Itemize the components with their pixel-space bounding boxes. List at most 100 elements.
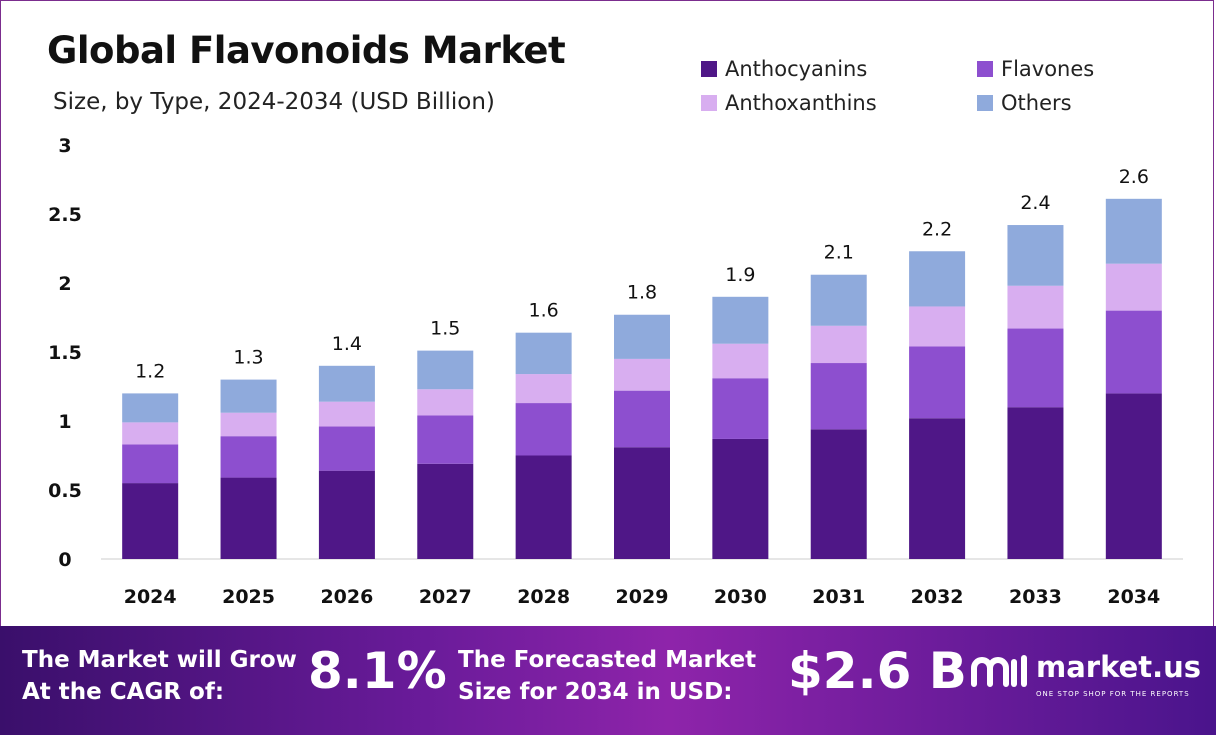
x-tick-label: 2033 xyxy=(1009,586,1062,608)
bar-segment-anthocyanins xyxy=(220,477,277,559)
x-tick-label: 2028 xyxy=(517,586,570,608)
bar-segment-others xyxy=(614,314,670,359)
x-tick-label: 2031 xyxy=(812,586,865,608)
bar-segment-anthocyanins xyxy=(318,470,375,559)
bar-segment-others xyxy=(1105,198,1162,264)
forecast-value: $2.6 B xyxy=(788,642,967,700)
cagr-value: 8.1% xyxy=(308,642,447,700)
chart-legend: Anthocyanins Flavones Anthoxanthins Othe… xyxy=(701,57,1161,123)
cagr-label-line1: The Market will Grow xyxy=(22,647,297,673)
legend-item-anthocyanins: Anthocyanins xyxy=(701,57,867,81)
x-tick-label: 2032 xyxy=(911,586,964,608)
forecast-label: The Forecasted Market Size for 2034 in U… xyxy=(458,644,756,708)
x-tick-label: 2034 xyxy=(1107,586,1160,608)
bar-segment-anthocyanins xyxy=(417,463,474,559)
bar-segment-others xyxy=(417,350,474,390)
bar-segment-anthoxanthins xyxy=(909,306,966,347)
bar-total-label: 1.6 xyxy=(529,300,559,322)
bar-segment-others xyxy=(909,251,966,307)
legend-item-anthoxanthins: Anthoxanthins xyxy=(701,91,877,115)
bar-segment-others xyxy=(712,296,769,344)
legend-label-flavones: Flavones xyxy=(1001,57,1095,81)
bar-segment-anthocyanins xyxy=(515,455,572,559)
bar-total-label: 1.4 xyxy=(332,333,362,355)
bar-segment-flavones xyxy=(1007,328,1064,408)
x-tick-label: 2024 xyxy=(124,586,177,608)
bar-segment-anthoxanthins xyxy=(810,325,867,364)
brand-tagline: ONE STOP SHOP FOR THE REPORTS xyxy=(1036,690,1190,698)
x-tick-label: 2026 xyxy=(320,586,373,608)
summary-banner: The Market will Grow At the CAGR of: 8.1… xyxy=(0,626,1216,735)
x-tick-label: 2027 xyxy=(419,586,472,608)
bar-segment-flavones xyxy=(909,346,966,419)
bar-segment-anthocyanins xyxy=(909,418,966,559)
bar-segment-anthoxanthins xyxy=(318,401,375,427)
legend-swatch-anthoxanthins xyxy=(701,95,717,111)
bar-total-label: 1.9 xyxy=(725,264,755,286)
bar-segment-flavones xyxy=(122,444,179,484)
market-us-logo-icon xyxy=(971,655,1027,687)
bar-total-label: 1.3 xyxy=(233,347,263,369)
y-tick-label: 1.5 xyxy=(48,342,82,364)
bar-segment-others xyxy=(515,332,572,375)
x-tick-label: 2025 xyxy=(222,586,275,608)
brand-logo: market.us ONE STOP SHOP FOR THE REPORTS xyxy=(970,650,1202,710)
y-tick-label: 2 xyxy=(58,273,71,295)
y-tick-label: 1 xyxy=(58,411,71,433)
bar-segment-anthocyanins xyxy=(122,483,179,559)
stacked-bar-chart: 0 0.5 1 1.5 2 2.5 3 1.2 2024 1.3 2025 1.4 2026 1.5 202… xyxy=(48,135,1183,608)
cagr-label-line2: At the CAGR of: xyxy=(22,679,225,705)
bar-segment-anthoxanthins xyxy=(614,358,670,391)
bar-segment-flavones xyxy=(712,378,769,439)
bar-segment-anthoxanthins xyxy=(515,374,572,404)
brand-name: market.us xyxy=(1036,650,1202,684)
bar-segment-anthocyanins xyxy=(1105,393,1162,559)
cagr-label: The Market will Grow At the CAGR of: xyxy=(22,644,297,708)
chart-title: Global Flavonoids Market xyxy=(47,29,566,72)
y-tick-label: 0.5 xyxy=(48,480,82,502)
legend-swatch-flavones xyxy=(977,61,993,77)
bar-segment-anthoxanthins xyxy=(220,412,277,437)
x-tick-label: 2030 xyxy=(714,586,767,608)
bar-segment-anthoxanthins xyxy=(712,343,769,379)
bar-total-label: 1.8 xyxy=(627,282,657,304)
bar-segment-flavones xyxy=(1105,310,1162,394)
bar-segment-others xyxy=(810,274,867,326)
legend-label-anthocyanins: Anthocyanins xyxy=(725,57,868,81)
legend-item-others: Others xyxy=(977,91,1072,115)
bar-segment-flavones xyxy=(318,426,375,471)
bar-segment-flavones xyxy=(220,436,277,478)
forecast-label-line1: The Forecasted Market xyxy=(458,647,757,673)
bar-segment-others xyxy=(122,393,179,423)
bar-total-label: 2.4 xyxy=(1020,192,1050,214)
legend-label-others: Others xyxy=(1001,91,1072,115)
bar-segment-flavones xyxy=(417,415,474,464)
bar-total-label: 2.6 xyxy=(1119,166,1149,188)
bar-segment-anthoxanthins xyxy=(417,389,474,416)
legend-swatch-anthocyanins xyxy=(701,61,717,77)
bar-segment-anthoxanthins xyxy=(122,422,179,445)
bar-segment-others xyxy=(1007,225,1064,286)
y-tick-label: 0 xyxy=(58,549,71,571)
bar-total-label: 2.1 xyxy=(824,242,854,264)
bar-segment-flavones xyxy=(515,403,572,456)
y-tick-label: 3 xyxy=(58,135,71,157)
bar-segment-others xyxy=(318,365,375,402)
bar-segment-anthoxanthins xyxy=(1105,263,1162,311)
bar-total-label: 1.2 xyxy=(135,360,165,382)
bar-segment-anthocyanins xyxy=(614,447,670,559)
bar-segment-flavones xyxy=(810,363,867,430)
bar-segment-others xyxy=(220,379,277,413)
legend-item-flavones: Flavones xyxy=(977,57,1094,81)
forecast-label-line2: Size for 2034 in USD: xyxy=(458,679,733,705)
x-tick-label: 2029 xyxy=(616,586,669,608)
bar-total-label: 1.5 xyxy=(430,318,460,340)
legend-label-anthoxanthins: Anthoxanthins xyxy=(725,91,877,115)
bar-segment-anthocyanins xyxy=(1007,407,1064,559)
bar-segment-anthocyanins xyxy=(712,438,769,559)
legend-swatch-others xyxy=(977,95,993,111)
bar-total-label: 2.2 xyxy=(922,218,952,240)
bar-segment-anthocyanins xyxy=(810,429,867,559)
bar-segment-anthoxanthins xyxy=(1007,285,1064,329)
chart-subtitle: Size, by Type, 2024-2034 (USD Billion) xyxy=(53,89,495,115)
